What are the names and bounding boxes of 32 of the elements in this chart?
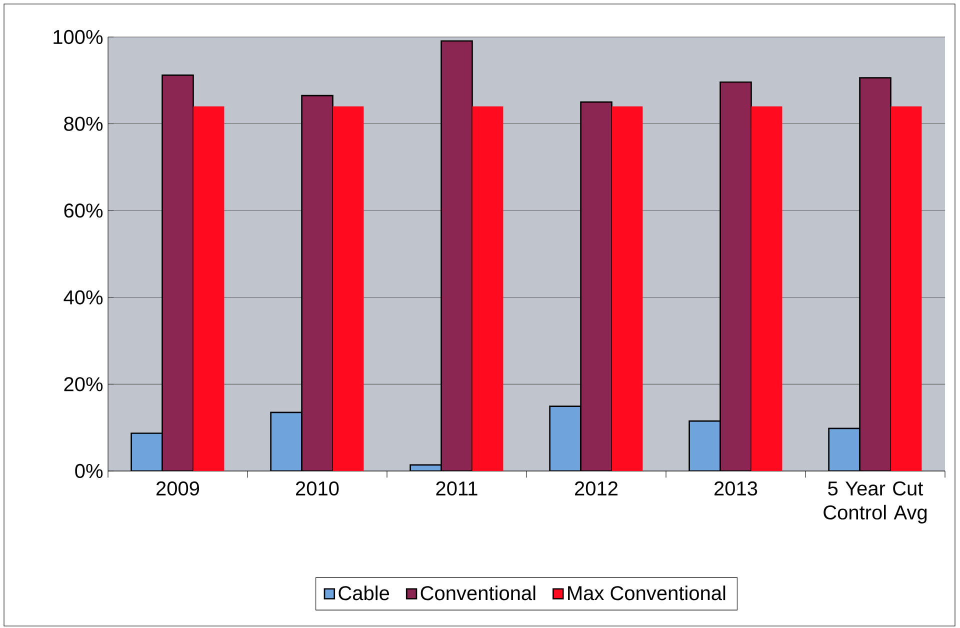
bar: [751, 106, 782, 471]
x-tick-label: 2013: [714, 481, 758, 496]
y-tick-label: 0%: [75, 464, 103, 478]
legend-label: Max Conventional: [568, 586, 726, 600]
legend-label: Conventional: [420, 586, 536, 600]
x-tick-label: 2011: [436, 481, 478, 496]
bar: [130, 432, 163, 471]
y-tick-label: 60%: [64, 204, 103, 218]
bar: [549, 406, 582, 471]
bar: [162, 74, 194, 471]
bar: [859, 77, 892, 471]
x-tick-label: 2010: [296, 481, 339, 496]
x-tick-label: 2012: [575, 481, 618, 496]
bar: [332, 106, 364, 471]
y-tick-label: 20%: [64, 377, 103, 392]
bar: [828, 428, 860, 471]
bar: [193, 106, 224, 471]
y-tick-label: 40%: [64, 290, 103, 304]
bar: [612, 106, 643, 471]
bar: [720, 81, 752, 471]
x-tick-label: 2009: [156, 481, 200, 496]
bar: [301, 94, 334, 471]
y-tick-label: 80%: [64, 116, 103, 131]
bar: [472, 106, 504, 471]
bar: [890, 106, 922, 471]
legend-label: Cable: [338, 586, 390, 600]
bar: [580, 101, 612, 471]
bar: [270, 412, 302, 471]
bar: [688, 420, 721, 471]
x-tick-label: 5 Year Cut Control Avg: [824, 481, 927, 524]
bar: [440, 40, 473, 471]
y-tick-label: 100%: [54, 30, 103, 44]
